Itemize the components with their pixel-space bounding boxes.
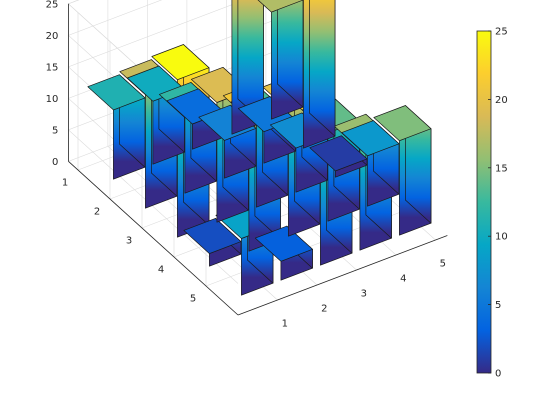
bar-face-top: [257, 0, 304, 13]
bar-face-side: [277, 0, 304, 108]
y-tick-label: 1: [62, 178, 68, 189]
colorbar-tick-label: 10: [495, 232, 508, 243]
bar: [341, 120, 400, 207]
y-tick-label: 5: [190, 294, 196, 305]
x-tick-label: 2: [321, 303, 327, 314]
bar-face-top: [198, 104, 257, 141]
x-tick-label: 4: [400, 273, 406, 284]
bar: [373, 105, 432, 236]
y-tick-label: 3: [126, 236, 132, 247]
x-tick-label: 5: [440, 258, 446, 269]
colorbar-tick-label: 0: [495, 369, 501, 380]
z-tick-label: 0: [52, 157, 58, 168]
y-tick-label: 4: [158, 265, 164, 276]
colorbar-tick-label: 15: [495, 163, 508, 174]
y-axis-line: [68, 161, 239, 316]
bar-face-top: [309, 135, 368, 172]
bar: [231, 0, 264, 135]
z-tick-label: 10: [46, 94, 59, 105]
colorbar: 0 5 10 15 20 25: [476, 27, 508, 380]
bar-face-side: [309, 0, 336, 137]
bar: [309, 135, 368, 178]
bar: [303, 0, 336, 149]
y-tick-label: 2: [94, 207, 100, 218]
bars: [87, 0, 432, 296]
bar-face-top: [87, 74, 146, 111]
colorbar-tick-label: 20: [495, 95, 508, 106]
bar-face-top: [373, 105, 432, 142]
z-tick-label: 5: [52, 125, 58, 136]
colorbar-ticks: 0 5 10 15 20 25: [488, 27, 508, 380]
bar: [87, 74, 146, 180]
x-tick-label: 3: [361, 288, 367, 299]
tick-labels: 1 2 3 4 5 1 2 3 4 5 0 5 10 15 20 25: [46, 0, 446, 329]
z-tick-label: 15: [46, 62, 59, 73]
bar: [183, 218, 242, 267]
bar: [254, 225, 313, 281]
x-axis-line: [237, 235, 448, 316]
z-tick-label: 25: [46, 0, 59, 10]
x-tick-label: 1: [282, 318, 288, 329]
colorbar-tick-label: 5: [495, 300, 501, 311]
bar-face-top: [341, 120, 400, 157]
bar: [257, 0, 304, 120]
z-tick-label: 20: [46, 31, 59, 42]
bar-face-top: [151, 44, 210, 81]
axes-lines: [68, 3, 448, 316]
bar-face-top: [254, 225, 313, 262]
colorbar-gradient: [476, 30, 492, 374]
bar-face-top: [183, 218, 242, 254]
colorbar-tick-label: 25: [495, 27, 508, 38]
